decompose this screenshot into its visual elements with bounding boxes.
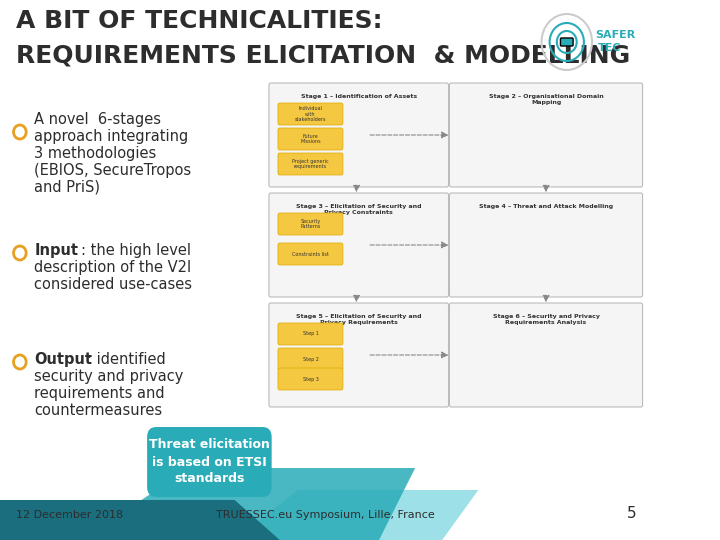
Text: and PriS): and PriS) [35,180,100,195]
Text: : identified: : identified [86,352,166,367]
FancyBboxPatch shape [449,303,642,407]
Text: Output: Output [35,352,92,367]
FancyBboxPatch shape [278,153,343,175]
Text: Individual
with
stakeholders: Individual with stakeholders [294,106,326,122]
Text: 5: 5 [626,506,636,521]
FancyBboxPatch shape [269,193,449,297]
Text: approach integrating: approach integrating [35,129,189,144]
Text: description of the V2I: description of the V2I [35,260,192,275]
Text: 12 December 2018: 12 December 2018 [17,510,123,520]
Text: Security
Patterns: Security Patterns [300,219,320,230]
Text: considered use-cases: considered use-cases [35,277,192,292]
Text: Stage 6 – Security and Privacy
Requirements Analysis: Stage 6 – Security and Privacy Requireme… [492,314,600,325]
Text: countermeasures: countermeasures [35,403,163,418]
Text: Project generic
requirements: Project generic requirements [292,159,329,170]
FancyBboxPatch shape [449,193,642,297]
FancyBboxPatch shape [278,368,343,390]
Text: Constraints list: Constraints list [292,252,329,256]
Polygon shape [0,500,280,540]
Text: Stage 2 – Organisational Domain
Mapping: Stage 2 – Organisational Domain Mapping [489,94,603,105]
Polygon shape [81,468,415,540]
Text: Stage 4 – Threat and Attack Modelling: Stage 4 – Threat and Attack Modelling [479,204,613,209]
Text: SAFER: SAFER [595,30,636,40]
Text: security and privacy: security and privacy [35,369,184,384]
Polygon shape [235,490,478,540]
FancyBboxPatch shape [269,83,449,187]
FancyBboxPatch shape [147,427,271,497]
Text: Threat elicitation
is based on ETSI
standards: Threat elicitation is based on ETSI stan… [149,438,270,485]
Text: Step 2: Step 2 [302,356,318,361]
FancyBboxPatch shape [269,303,449,407]
Text: Stage 5 – Elicitation of Security and
Privacy Requirements: Stage 5 – Elicitation of Security and Pr… [296,314,421,325]
Text: requirements and: requirements and [35,386,165,401]
Text: (EBIOS, SecureTropos: (EBIOS, SecureTropos [35,163,192,178]
Text: Stage 1 – Identification of Assets: Stage 1 – Identification of Assets [301,94,417,99]
FancyBboxPatch shape [278,213,343,235]
Text: Input: Input [35,243,78,258]
Text: Stage 3 – Elicitation of Security and
Privacy Constraints: Stage 3 – Elicitation of Security and Pr… [296,204,421,215]
Text: A novel  6-stages: A novel 6-stages [35,112,161,127]
Text: 3 methodologies: 3 methodologies [35,146,156,161]
Text: Future
Missions: Future Missions [300,133,321,144]
Text: TEC: TEC [598,43,622,53]
Text: Step 1: Step 1 [302,332,318,336]
FancyBboxPatch shape [278,243,343,265]
Text: TRUESSEC.eu Symposium, Lille, France: TRUESSEC.eu Symposium, Lille, France [215,510,434,520]
Text: : the high level: : the high level [81,243,192,258]
FancyBboxPatch shape [449,83,642,187]
FancyBboxPatch shape [278,128,343,150]
Text: REQUIREMENTS ELICITATION  & MODELLING: REQUIREMENTS ELICITATION & MODELLING [17,43,631,67]
Text: A BIT OF TECHNICALITIES:: A BIT OF TECHNICALITIES: [17,9,383,33]
FancyBboxPatch shape [560,38,573,46]
FancyBboxPatch shape [278,103,343,125]
FancyBboxPatch shape [278,348,343,370]
Text: Step 3: Step 3 [302,376,318,381]
FancyBboxPatch shape [278,323,343,345]
